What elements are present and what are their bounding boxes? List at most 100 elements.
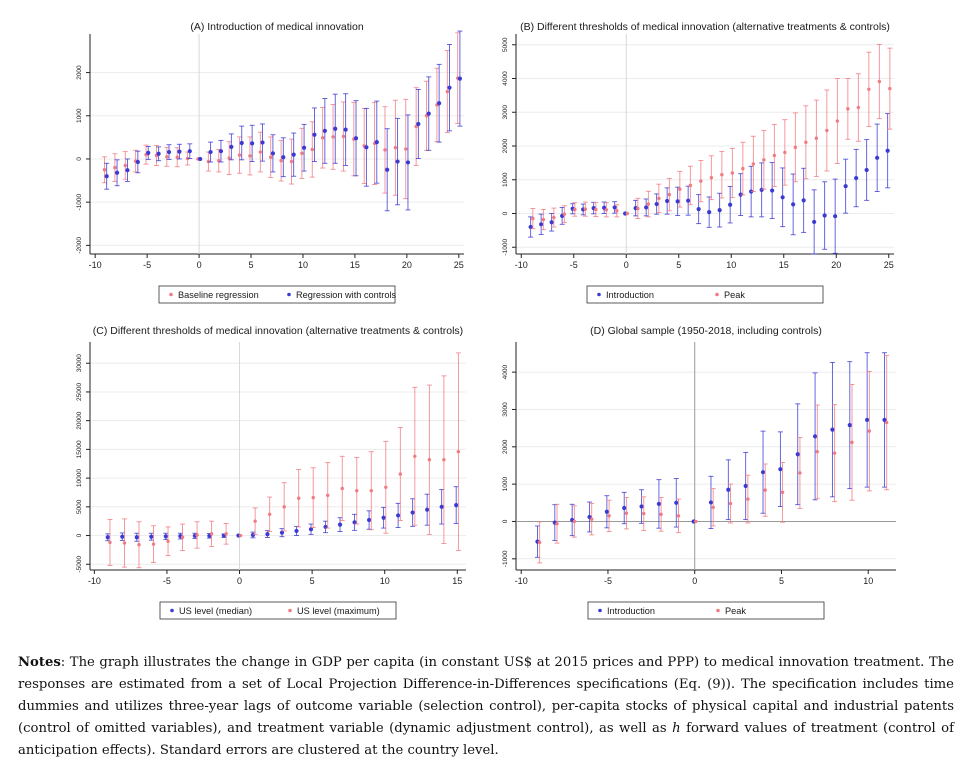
- chart-c-x-tick-label: 15: [452, 576, 462, 586]
- data-point: [198, 156, 203, 162]
- data-point: [720, 172, 724, 177]
- data-point: [875, 155, 880, 160]
- data-point: [555, 522, 559, 526]
- chart-b-series-1: [530, 43, 893, 231]
- panel-a: (A) Introduction of medical innovation -1…: [58, 14, 476, 310]
- data-point: [445, 89, 450, 94]
- data-point: [296, 496, 301, 500]
- data-point: [229, 144, 234, 149]
- data-point: [812, 219, 817, 225]
- data-point: [622, 505, 627, 511]
- data-point: [604, 509, 609, 514]
- legend-label: Peak: [725, 606, 746, 616]
- chart-d-series-1: [537, 354, 890, 564]
- data-point: [442, 458, 446, 462]
- data-point: [539, 222, 544, 227]
- legend-box: [159, 601, 397, 620]
- data-point: [665, 198, 670, 204]
- legend-marker: [597, 292, 601, 297]
- chart-d-title: (D) Global sample (1950-2018, including …: [590, 325, 822, 337]
- data-point: [165, 155, 169, 159]
- data-point: [696, 207, 701, 212]
- data-point: [122, 541, 127, 545]
- data-point: [393, 146, 398, 150]
- data-point: [678, 187, 682, 191]
- data-point: [227, 156, 231, 160]
- data-point: [639, 504, 644, 509]
- chart-a: (A) Introduction of medical innovation -1…: [76, 21, 464, 304]
- data-point: [149, 534, 154, 539]
- data-point: [439, 504, 444, 509]
- data-point: [604, 208, 609, 212]
- chart-b-x-tick-label: 20: [831, 260, 841, 270]
- legend-label: US level (maximum): [297, 606, 380, 616]
- data-point: [456, 449, 461, 454]
- data-point: [812, 434, 818, 439]
- data-point: [166, 149, 172, 155]
- data-point: [414, 124, 418, 129]
- data-point: [180, 535, 185, 539]
- data-point: [312, 132, 317, 137]
- data-point: [885, 148, 890, 153]
- data-point: [331, 135, 335, 139]
- data-point: [741, 166, 745, 171]
- data-point: [311, 495, 315, 500]
- chart-d-x-tick-label: 0: [692, 576, 697, 586]
- data-point: [385, 167, 390, 172]
- data-point: [759, 187, 764, 192]
- chart-d-y-tick-label: 3000: [502, 402, 509, 417]
- data-point: [267, 512, 272, 516]
- data-point: [404, 147, 408, 151]
- data-point: [877, 79, 882, 84]
- data-point: [888, 86, 892, 91]
- data-point: [134, 535, 139, 540]
- chart-c-x-tick-label: -10: [88, 576, 101, 586]
- chart-b-y-tick-label: 1000: [502, 172, 509, 187]
- data-point: [279, 530, 285, 535]
- data-point: [717, 208, 722, 213]
- data-point: [832, 451, 837, 455]
- data-point: [573, 207, 577, 212]
- data-point: [694, 519, 698, 524]
- data-point: [686, 198, 691, 203]
- data-point: [762, 158, 766, 162]
- chart-d-y-tick-label: -1000: [502, 550, 509, 567]
- data-point: [612, 205, 617, 210]
- data-point: [301, 145, 307, 150]
- chart-c-title: (C) Different thresholds of medical inno…: [93, 325, 463, 337]
- data-point: [760, 470, 766, 475]
- data-point: [624, 511, 629, 515]
- data-point: [783, 150, 787, 155]
- chart-d: (D) Global sample (1950-2018, including …: [502, 325, 896, 620]
- legend-label: Peak: [724, 290, 745, 300]
- data-point: [341, 134, 346, 139]
- data-point: [847, 423, 852, 428]
- data-point: [882, 417, 887, 423]
- chart-d-x-tick-label: 10: [863, 576, 873, 586]
- chart-a-legend: Baseline regression Regression with contr…: [158, 285, 396, 304]
- data-point: [846, 107, 850, 111]
- data-point: [383, 148, 387, 152]
- data-point: [269, 155, 273, 159]
- data-point: [146, 150, 151, 156]
- data-point: [353, 136, 359, 141]
- data-point: [123, 163, 127, 168]
- data-point: [636, 206, 640, 211]
- data-point: [531, 216, 535, 221]
- data-point: [856, 105, 861, 110]
- notes-text-2: forward values of treatment (control of …: [18, 721, 955, 758]
- data-point: [884, 420, 889, 425]
- data-point: [454, 502, 459, 508]
- chart-a-series-0: [101, 32, 461, 200]
- data-point: [825, 128, 829, 133]
- data-point: [239, 140, 244, 146]
- data-point: [310, 147, 314, 152]
- data-point: [541, 217, 546, 222]
- chart-b-y-tick-label: 4000: [502, 71, 509, 86]
- data-point: [333, 126, 338, 131]
- data-point: [728, 501, 733, 506]
- data-point: [260, 140, 265, 145]
- data-point: [355, 489, 359, 493]
- data-point: [395, 159, 400, 164]
- chart-b-y-tick-label: -1000: [502, 239, 509, 256]
